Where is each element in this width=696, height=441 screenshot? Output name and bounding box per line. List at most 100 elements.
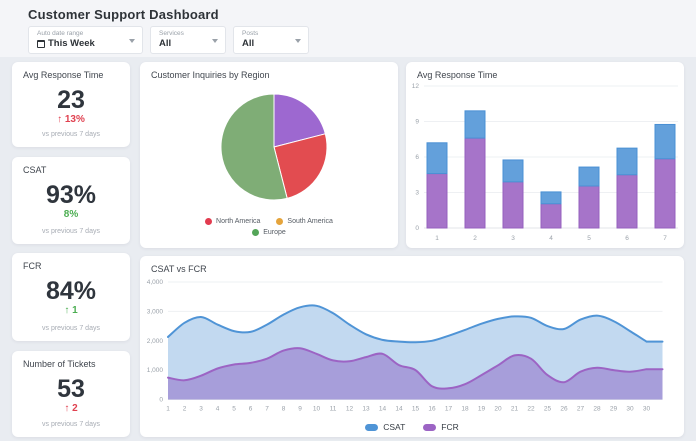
chevron-down-icon: [295, 39, 301, 43]
kpi-delta: ↑ 13%: [57, 114, 85, 125]
svg-text:2,000: 2,000: [147, 338, 164, 345]
svg-text:3: 3: [415, 190, 419, 197]
pie-chart-title: Customer Inquiries by Region: [151, 70, 270, 80]
legend-label: CSAT: [383, 422, 406, 432]
svg-text:8: 8: [282, 406, 286, 413]
kpi-value: 53: [57, 375, 85, 403]
kpi-title: Avg Response Time: [23, 70, 104, 80]
filter-services[interactable]: Services All: [150, 26, 226, 54]
filter-date-range[interactable]: Auto date range This Week: [28, 26, 143, 54]
legend-label: South America: [287, 218, 333, 225]
svg-text:26: 26: [560, 406, 568, 413]
svg-text:4,000: 4,000: [147, 279, 164, 286]
area-legend: CSAT FCR: [140, 422, 684, 432]
legend-pill: [365, 423, 379, 431]
legend-dot: [276, 218, 284, 225]
bar-chart-title: Avg Response Time: [417, 70, 498, 80]
svg-text:12: 12: [412, 83, 420, 90]
chevron-down-icon: [129, 39, 135, 43]
filter-posts-value: All: [242, 38, 255, 49]
svg-text:9: 9: [298, 406, 302, 413]
legend-label: North America: [216, 218, 261, 225]
svg-text:2: 2: [183, 406, 187, 413]
svg-text:4: 4: [216, 406, 220, 413]
legend-item-south-america[interactable]: South America: [276, 218, 333, 225]
kpi-note: vs previous 7 days: [42, 421, 100, 428]
svg-text:15: 15: [412, 406, 420, 413]
svg-text:27: 27: [577, 406, 585, 413]
filter-services-label: Services: [159, 30, 184, 37]
legend-item-csat[interactable]: CSAT: [365, 422, 405, 432]
kpi-title: FCR: [23, 261, 42, 271]
svg-text:7: 7: [663, 235, 667, 242]
legend-pill: [423, 423, 437, 431]
svg-text:11: 11: [330, 406, 337, 413]
filter-posts-label: Posts: [242, 30, 259, 37]
svg-text:1: 1: [435, 235, 439, 242]
svg-text:0: 0: [415, 225, 419, 232]
svg-text:18: 18: [461, 406, 469, 413]
filter-date-range-label: Auto date range: [37, 30, 84, 37]
svg-text:16: 16: [428, 406, 436, 413]
svg-text:19: 19: [478, 406, 486, 413]
legend-dot: [205, 218, 213, 225]
kpi-delta: 8%: [63, 209, 79, 220]
svg-text:6: 6: [625, 235, 629, 242]
pie-chart: [220, 93, 328, 201]
legend-label: FCR: [441, 422, 459, 432]
svg-text:4: 4: [549, 235, 553, 242]
svg-text:29: 29: [610, 406, 618, 413]
svg-text:22: 22: [527, 406, 535, 413]
svg-text:5: 5: [587, 235, 591, 242]
kpi-card-fcr: FCR 84% ↑ 1 vs previous 7 days: [12, 253, 130, 341]
kpi-title: Number of Tickets: [23, 359, 96, 369]
svg-text:13: 13: [362, 406, 370, 413]
pie-chart-card: Customer Inquiries by Region North Ameri…: [140, 62, 398, 248]
kpi-title: CSAT: [23, 165, 47, 175]
kpi-delta: ↑ 2: [64, 403, 78, 414]
svg-text:30: 30: [626, 406, 634, 413]
svg-text:7: 7: [265, 406, 269, 413]
svg-text:6: 6: [415, 154, 419, 161]
svg-text:1,000: 1,000: [147, 367, 164, 374]
legend-label: Europe: [263, 229, 286, 236]
legend-dot: [252, 229, 260, 236]
kpi-card-avg-response-time: Avg Response Time 23 ↑ 13% vs previous 7…: [12, 62, 130, 147]
svg-text:14: 14: [379, 406, 387, 413]
svg-text:0: 0: [159, 397, 163, 404]
svg-text:3: 3: [511, 235, 515, 242]
svg-text:6: 6: [249, 406, 253, 413]
legend-item-fcr[interactable]: FCR: [423, 422, 459, 432]
kpi-note: vs previous 7 days: [42, 228, 100, 235]
pie-legend: North America South America Europe: [140, 218, 398, 236]
kpi-note: vs previous 7 days: [42, 325, 100, 332]
legend-item-north-america[interactable]: North America: [205, 218, 260, 225]
filter-services-value: All: [159, 38, 172, 49]
svg-text:20: 20: [494, 406, 502, 413]
svg-text:9: 9: [415, 119, 419, 126]
kpi-delta: ↑ 1: [64, 305, 78, 316]
kpi-value: 84%: [45, 277, 97, 305]
svg-text:1: 1: [166, 406, 170, 413]
svg-text:5: 5: [232, 406, 236, 413]
kpi-note: vs previous 7 days: [42, 131, 100, 138]
filter-posts[interactable]: Posts All: [233, 26, 309, 54]
svg-text:3,000: 3,000: [147, 308, 164, 315]
legend-item-europe[interactable]: Europe: [252, 229, 286, 236]
svg-text:12: 12: [346, 406, 354, 413]
page-title: Customer Support Dashboard: [28, 7, 219, 22]
area-chart-card: CSAT vs FCR 0 1,000 2,000 3,000 4,000 1 2 3 4 5 6 7…: [140, 256, 684, 437]
svg-text:30: 30: [643, 406, 651, 413]
svg-text:21: 21: [511, 406, 519, 413]
bar-chart-card: Avg Response Time 0 3 6 9 12 1 2 3 4 5 6 7: [406, 62, 684, 248]
kpi-value: 93%: [45, 181, 97, 209]
area-chart-title: CSAT vs FCR: [151, 264, 207, 274]
kpi-value: 23: [57, 86, 85, 114]
chevron-down-icon: [212, 39, 218, 43]
kpi-card-csat: CSAT 93% 8% vs previous 7 days: [12, 157, 130, 244]
svg-text:10: 10: [313, 406, 321, 413]
svg-text:3: 3: [199, 406, 203, 413]
